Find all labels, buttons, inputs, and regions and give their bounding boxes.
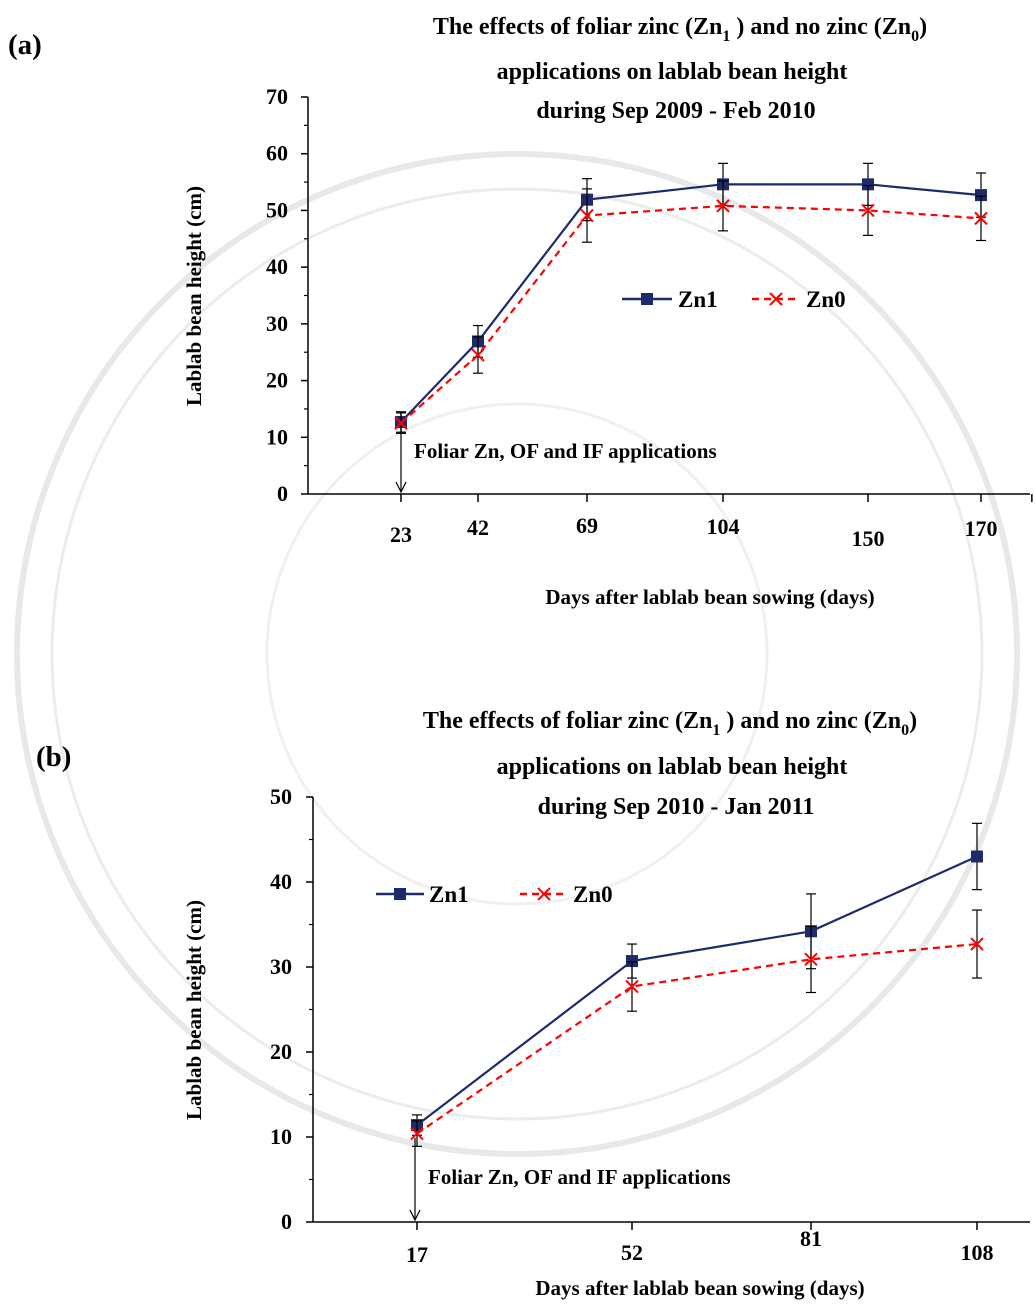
y-tick-label: 50	[266, 197, 288, 222]
chart-b-title-sub: 1	[712, 722, 720, 739]
point-zn0	[625, 979, 639, 994]
point-zn0	[410, 1126, 424, 1141]
legend-zn0-marker	[537, 887, 551, 901]
point-zn0	[580, 208, 594, 223]
chart-a-title-part: )	[919, 14, 927, 40]
y-tick-label: 40	[270, 869, 292, 894]
x-tick-label: 104	[707, 514, 740, 539]
legend-zn0-label: Zn0	[806, 287, 846, 312]
university-seal-watermark	[14, 151, 1020, 1157]
chart-b-title-line-3: during Sep 2010 - Jan 2011	[538, 794, 815, 820]
chart-a-title-line-3: during Sep 2009 - Feb 2010	[536, 98, 815, 124]
chart-b-x-axis-label: Days after lablab bean sowing (days)	[535, 1276, 864, 1300]
watermark-ring	[265, 402, 769, 906]
point-zn0	[394, 416, 408, 430]
x-tick-label: 23	[390, 522, 412, 547]
y-tick-label: 20	[266, 368, 288, 393]
chart-b-title-part: The effects of foliar zinc (Zn	[423, 708, 713, 734]
y-tick-label: 30	[266, 311, 288, 336]
x-tick-label: 17	[406, 1242, 428, 1267]
point-zn1	[971, 850, 983, 863]
y-tick-label: 70	[266, 84, 288, 109]
series-line-zn0	[400, 204, 982, 424]
chart-b-title: The effects of foliar zinc (Zn1 ) and no…	[423, 708, 917, 820]
point-zn0	[970, 937, 984, 951]
chart-a: (a) The effects of foliar zinc (Zn1 ) an…	[8, 14, 1033, 609]
panel-label-a: (a)	[8, 29, 42, 61]
series-line-zn0	[416, 942, 978, 1135]
watermark-ring	[14, 151, 1020, 1157]
chart-b-title-line-1: The effects of foliar zinc (Zn1 ) and no…	[423, 708, 917, 739]
x-tick-label: 69	[576, 513, 598, 538]
point-zn0	[716, 199, 730, 213]
y-tick-label: 10	[266, 424, 288, 449]
legend-zn1-label: Zn1	[429, 882, 469, 907]
point-zn0	[861, 203, 875, 218]
series-line-zn1	[400, 183, 982, 423]
chart-b-plot-area: 0 10 20 30 40 50 17 52 81 108	[270, 784, 1030, 1267]
chart-b-title-part: ) and no zinc (Zn	[720, 708, 901, 734]
chart-b-annotation: Foliar Zn, OF and IF applications	[428, 1165, 731, 1189]
chart-a-title: The effects of foliar zinc (Zn1 ) and no…	[433, 14, 927, 124]
chart-b-y-axis-label: Lablab bean height (cm)	[182, 900, 206, 1120]
legend-zn1-marker	[641, 293, 653, 305]
chart-a-title-part: ) and no zinc (Zn	[730, 14, 911, 40]
chart-a-title-sub: 0	[911, 28, 919, 45]
legend-zn0-label: Zn0	[573, 882, 613, 907]
point-zn0	[471, 348, 485, 362]
x-tick-label: 170	[965, 516, 998, 541]
x-tick-label: 150	[852, 526, 885, 551]
chart-b: (b) The effects of foliar zinc (Zn1 ) an…	[36, 708, 1030, 1300]
point-zn1	[862, 178, 874, 191]
y-tick-label: 20	[270, 1039, 292, 1064]
chart-a-title-sub: 1	[722, 28, 730, 45]
chart-a-plot-area: 0 10 20 30 40 50 60 70 23 42 69 104 150 170	[266, 84, 1033, 551]
x-tick-label: 81	[800, 1226, 822, 1251]
chart-b-title-sub: 0	[901, 722, 909, 739]
legend-zn1-marker	[394, 888, 406, 900]
x-tick-label: 108	[961, 1240, 994, 1265]
chart-a-x-axis-label: Days after lablab bean sowing (days)	[545, 585, 874, 609]
y-tick-label: 0	[281, 1209, 292, 1234]
x-tick-label: 52	[621, 1240, 643, 1265]
point-zn0	[804, 952, 818, 967]
y-tick-label: 50	[270, 784, 292, 809]
y-tick-label: 60	[266, 141, 288, 166]
chart-a-legend: Zn1 Zn0	[622, 287, 846, 312]
point-zn1	[626, 955, 638, 968]
legend-zn1-label: Zn1	[678, 287, 718, 312]
chart-a-y-axis-label: Lablab bean height (cm)	[182, 186, 206, 406]
chart-a-annotation: Foliar Zn, OF and IF applications	[414, 439, 717, 463]
chart-b-legend: Zn1 Zn0	[376, 882, 613, 907]
y-tick-label: 40	[266, 254, 288, 279]
point-zn1	[975, 189, 987, 202]
chart-a-title-line-2: applications on lablab bean height	[497, 59, 848, 85]
chart-b-title-part: )	[909, 708, 917, 734]
watermark-ring	[50, 187, 984, 1121]
chart-a-title-part: The effects of foliar zinc (Zn	[433, 14, 723, 40]
point-zn0	[974, 211, 988, 226]
panel-label-b: (b)	[36, 741, 71, 773]
y-tick-label: 10	[270, 1124, 292, 1149]
annotation-arrowhead	[395, 481, 407, 494]
legend-zn0-marker	[769, 292, 783, 306]
chart-b-title-line-2: applications on lablab bean height	[497, 754, 848, 780]
series-line-zn1	[416, 855, 978, 1126]
x-tick-label: 42	[467, 515, 489, 540]
y-tick-label: 0	[277, 481, 288, 506]
chart-a-title-line-1: The effects of foliar zinc (Zn1 ) and no…	[433, 14, 927, 45]
annotation-arrowhead	[409, 1209, 421, 1222]
y-tick-label: 30	[270, 954, 292, 979]
